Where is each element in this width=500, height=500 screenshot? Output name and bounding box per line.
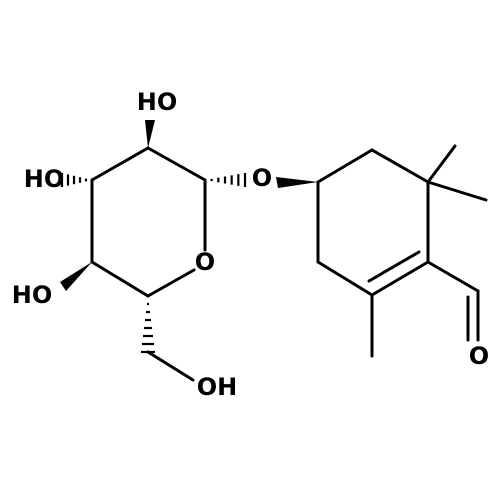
bond — [370, 260, 430, 297]
bond — [426, 144, 457, 184]
bond — [90, 146, 150, 182]
wedge-bond — [145, 120, 155, 148]
atom-label: O — [195, 248, 215, 276]
atom-labels: HO HO HO O O OH O — [12, 88, 489, 401]
atom-label: HO — [137, 88, 178, 116]
atom-label: OH — [197, 373, 238, 401]
wedge-bond — [60, 262, 92, 291]
bond — [426, 260, 480, 293]
bond — [426, 180, 488, 202]
atom-label: O — [469, 342, 489, 370]
bond — [367, 250, 421, 283]
wedge-bond — [276, 177, 318, 188]
bond — [316, 260, 374, 297]
bond — [90, 260, 150, 298]
bonds — [60, 120, 488, 382]
hashed-bonds — [60, 173, 247, 354]
bond — [146, 350, 195, 382]
atom-label: HO — [12, 281, 53, 309]
atom-label: HO — [24, 165, 65, 193]
bond — [146, 268, 196, 298]
bond — [316, 148, 374, 184]
atom-label: O — [252, 164, 272, 192]
bond — [370, 148, 430, 184]
bond — [146, 146, 207, 182]
